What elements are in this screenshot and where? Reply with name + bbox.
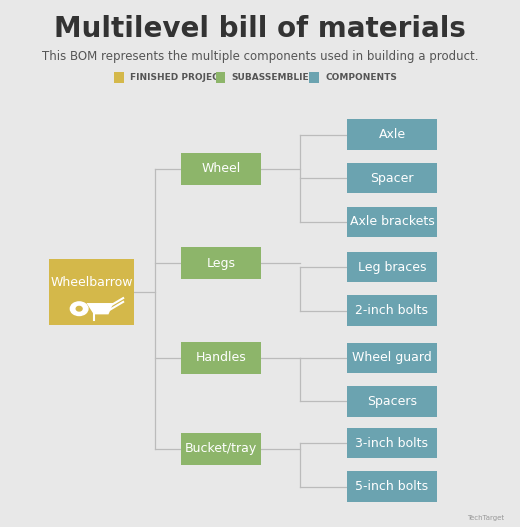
Text: Multilevel bill of materials: Multilevel bill of materials [54, 15, 466, 43]
FancyBboxPatch shape [347, 386, 437, 416]
FancyBboxPatch shape [180, 433, 261, 465]
FancyBboxPatch shape [347, 120, 437, 150]
Text: SUBASSEMBLIES: SUBASSEMBLIES [231, 73, 316, 82]
Text: 3-inch bolts: 3-inch bolts [356, 436, 428, 450]
Text: Spacers: Spacers [367, 395, 417, 408]
FancyBboxPatch shape [180, 153, 261, 185]
FancyBboxPatch shape [347, 163, 437, 193]
FancyBboxPatch shape [347, 207, 437, 237]
FancyBboxPatch shape [347, 428, 437, 458]
Text: Axle: Axle [379, 128, 406, 141]
Text: FINISHED PROJECT: FINISHED PROJECT [130, 73, 225, 82]
FancyBboxPatch shape [347, 252, 437, 282]
Text: Spacer: Spacer [370, 172, 414, 184]
Text: Handles: Handles [196, 352, 246, 364]
FancyBboxPatch shape [347, 472, 437, 502]
Text: Bucket/tray: Bucket/tray [185, 442, 257, 455]
Polygon shape [86, 303, 113, 315]
FancyBboxPatch shape [347, 296, 437, 326]
Text: Axle brackets: Axle brackets [349, 215, 434, 228]
Circle shape [76, 306, 82, 311]
Text: Wheel guard: Wheel guard [352, 352, 432, 364]
FancyBboxPatch shape [216, 72, 225, 83]
Text: COMPONENTS: COMPONENTS [325, 73, 397, 82]
Text: 2-inch bolts: 2-inch bolts [356, 304, 428, 317]
Circle shape [70, 302, 88, 316]
FancyBboxPatch shape [180, 247, 261, 279]
Text: Legs: Legs [206, 257, 236, 270]
FancyBboxPatch shape [347, 343, 437, 373]
Text: 5-inch bolts: 5-inch bolts [355, 480, 428, 493]
Text: This BOM represents the multiple components used in building a product.: This BOM represents the multiple compone… [42, 50, 478, 63]
Text: Wheelbarrow: Wheelbarrow [50, 276, 133, 289]
FancyBboxPatch shape [48, 259, 134, 325]
Text: TechTarget: TechTarget [467, 515, 504, 521]
FancyBboxPatch shape [309, 72, 319, 83]
FancyBboxPatch shape [180, 342, 261, 374]
Text: Wheel: Wheel [201, 162, 241, 175]
FancyBboxPatch shape [114, 72, 124, 83]
Text: Leg braces: Leg braces [358, 260, 426, 274]
